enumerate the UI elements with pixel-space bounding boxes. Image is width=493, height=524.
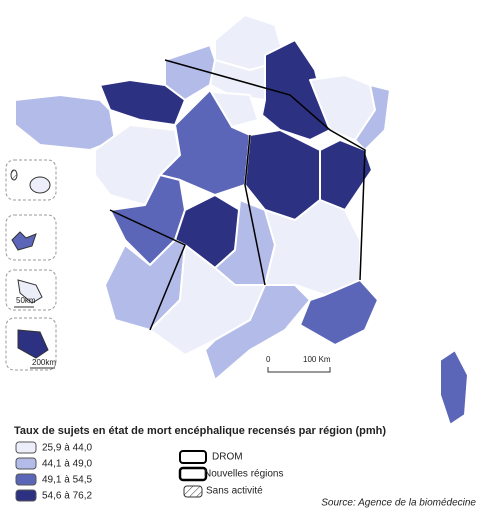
legend-label: 54,6 à 76,2: [42, 491, 92, 502]
inset-box: [5, 214, 57, 261]
new-region-borders: [109, 59, 366, 331]
key-label: Sans activité: [206, 486, 263, 497]
region: [99, 79, 186, 126]
scale: 0 100 Km: [266, 355, 331, 373]
region: [264, 199, 361, 296]
legend-label: 44,1 à 49,0: [42, 459, 92, 470]
key-drom: [179, 450, 207, 464]
key-label: DROM: [212, 452, 243, 463]
island: [29, 176, 51, 194]
source: Source: Agence de la biomédecine: [321, 498, 476, 509]
key-label: Nouvelles régions: [204, 469, 284, 480]
inset-box: [5, 317, 57, 371]
scale-label: 200km: [32, 358, 56, 367]
legend-swatch: [15, 441, 37, 454]
region: [299, 279, 379, 346]
drom-insets: 50km 200km: [5, 159, 57, 371]
key-regions: [178, 466, 208, 482]
france-map: [14, 14, 469, 426]
key-hatch: [183, 485, 203, 498]
island: [17, 279, 43, 304]
legend-label: 49,1 à 54,5: [42, 475, 92, 486]
legend-title: Taux de sujets en état de mort encéphali…: [14, 425, 386, 437]
scale-label: 50km: [16, 296, 36, 305]
inset-box: [5, 159, 57, 201]
legend-swatch: [15, 473, 37, 486]
legend-label: 25,9 à 44,0: [42, 443, 92, 454]
scale-label: 0: [266, 355, 271, 364]
legend: 25,9 à 44,0 44,1 à 49,0 49,1 à 54,5 54,6 à …: [15, 441, 92, 502]
island: [10, 169, 18, 181]
region: [14, 94, 116, 151]
inset-box: [5, 269, 57, 311]
region: [439, 349, 469, 426]
island: [17, 329, 49, 359]
island: [11, 231, 37, 251]
scale-bar: [267, 367, 331, 373]
scale-label: 100 Km: [303, 355, 331, 364]
legend-swatch: [15, 489, 37, 502]
region: [204, 284, 311, 381]
region: [159, 89, 251, 196]
legend-swatch: [15, 457, 37, 470]
